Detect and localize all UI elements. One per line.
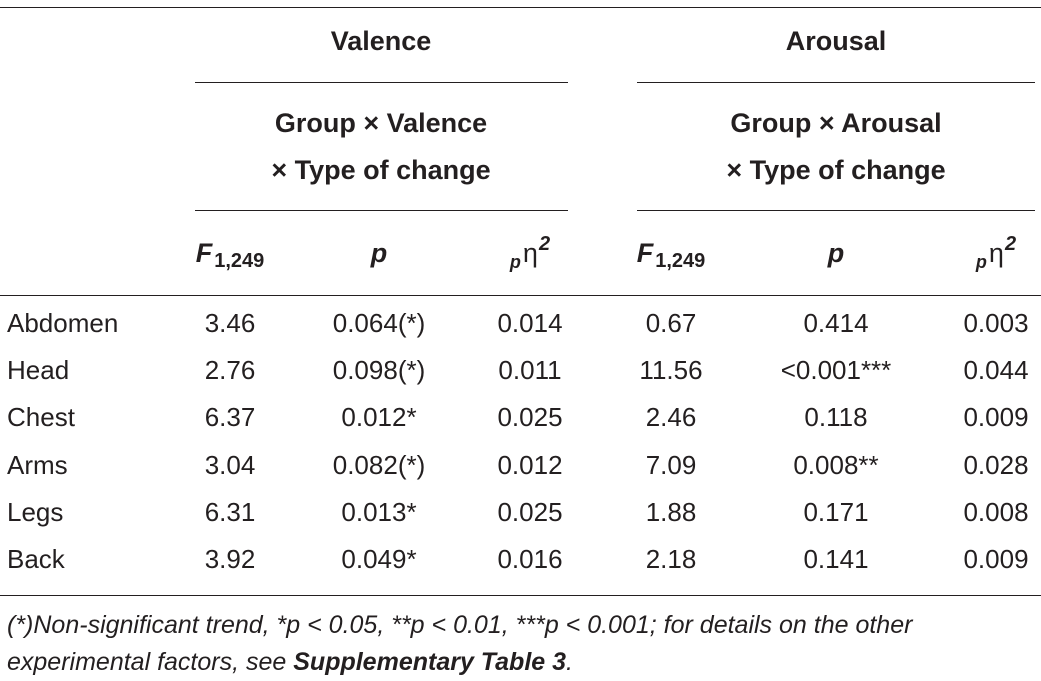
arousal-eta-cell: 0.009 [963, 402, 1029, 432]
arousal-title: Arousal [785, 26, 887, 56]
arousal-effect-rule [637, 210, 1035, 211]
valence-f-cell: 6.37 [204, 402, 256, 432]
valence-p-cell: 0.049* [341, 544, 417, 574]
f-symbol: F [195, 238, 213, 268]
valence-p-cell: 0.012* [341, 402, 417, 432]
arousal-p-cell: 0.118 [804, 402, 868, 432]
row-label: Chest [7, 402, 75, 432]
arousal-f-cell: 11.56 [639, 355, 703, 385]
valence-effect-rule [195, 210, 568, 211]
valence-title-rule [195, 82, 568, 83]
valence-eta-cell: 0.014 [497, 308, 563, 338]
row-label: Back [7, 544, 65, 574]
arousal-title-rule [637, 82, 1035, 83]
eta-pre: p [975, 252, 987, 272]
header-bottom-rule [0, 295, 1041, 296]
valence-p-header: p [370, 238, 388, 268]
arousal-eta-cell: 0.008 [963, 497, 1029, 527]
valence-title: Valence [330, 26, 432, 56]
arousal-f-cell: 0.67 [645, 308, 697, 338]
arousal-f-cell: 2.46 [645, 402, 697, 432]
valence-f-header: F 1,249 [195, 238, 265, 272]
arousal-p-cell: <0.001*** [780, 355, 892, 385]
eta-sup: 2 [1004, 233, 1017, 255]
valence-f-cell: 6.31 [204, 497, 256, 527]
valence-f-cell: 3.92 [204, 544, 256, 574]
arousal-p-header: p [827, 238, 845, 268]
arousal-eta-cell: 0.044 [963, 355, 1029, 385]
valence-p-cell: 0.098(*) [332, 355, 426, 385]
arousal-f-cell: 2.18 [645, 544, 697, 574]
f-subscript: 1,249 [655, 250, 706, 272]
valence-eta-cell: 0.011 [498, 355, 562, 385]
valence-f-cell: 3.04 [204, 450, 256, 480]
table-bottom-rule [0, 595, 1041, 596]
eta-pre: p [509, 252, 521, 272]
row-label: Legs [7, 497, 64, 527]
valence-eta-cell: 0.025 [497, 402, 563, 432]
eta-symbol: η [522, 238, 538, 268]
valence-p-cell: 0.082(*) [332, 450, 426, 480]
valence-eta-cell: 0.025 [497, 497, 563, 527]
arousal-p-cell: 0.141 [803, 544, 869, 574]
f-subscript: 1,249 [214, 250, 265, 272]
row-label: Head [7, 355, 70, 385]
arousal-eta-header: pη2 [975, 233, 1016, 272]
valence-effect-line1: Group × Valence [274, 108, 488, 138]
footnote-line2: experimental factors, see Supplementary … [7, 643, 573, 681]
arousal-effect-line2: × Type of change [726, 155, 946, 185]
top-rule [0, 7, 1041, 8]
arousal-f-cell: 1.88 [645, 497, 697, 527]
arousal-f-header: F 1,249 [636, 238, 706, 272]
valence-f-cell: 3.46 [204, 308, 256, 338]
arousal-eta-cell: 0.009 [963, 544, 1029, 574]
row-label: Abdomen [7, 308, 119, 338]
arousal-p-cell: 0.171 [803, 497, 869, 527]
valence-eta-header: pη2 [509, 233, 550, 272]
eta-symbol: η [988, 238, 1004, 268]
arousal-effect-line1: Group × Arousal [730, 108, 942, 138]
valence-effect-line2: × Type of change [271, 155, 491, 185]
supplementary-table-ref: Supplementary Table 3 [293, 648, 567, 676]
footnote-line2-post: . [566, 648, 573, 676]
footnote-line2-pre: experimental factors, see [7, 648, 294, 676]
valence-p-cell: 0.013* [341, 497, 417, 527]
valence-eta-cell: 0.016 [497, 544, 563, 574]
valence-f-cell: 2.76 [204, 355, 256, 385]
row-label: Arms [7, 450, 68, 480]
eta-sup: 2 [538, 233, 551, 255]
valence-p-cell: 0.064(*) [332, 308, 426, 338]
arousal-eta-cell: 0.028 [963, 450, 1029, 480]
valence-eta-cell: 0.012 [497, 450, 563, 480]
f-symbol: F [636, 238, 654, 268]
arousal-p-cell: 0.414 [803, 308, 869, 338]
arousal-f-cell: 7.09 [645, 450, 697, 480]
arousal-eta-cell: 0.003 [963, 308, 1029, 338]
arousal-p-cell: 0.008** [793, 450, 879, 480]
footnote-line1: (*)Non-significant trend, *p < 0.05, **p… [7, 611, 913, 639]
